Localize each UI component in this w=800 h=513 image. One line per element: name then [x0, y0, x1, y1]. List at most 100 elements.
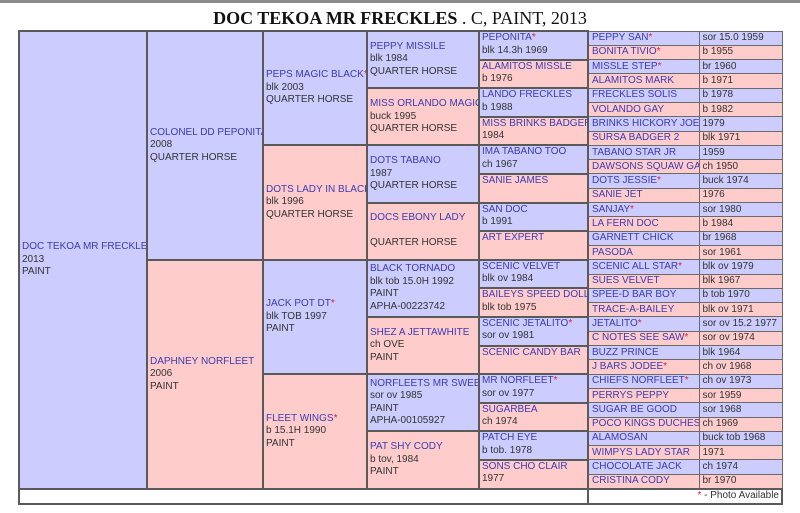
- horse-name-link[interactable]: J BARS JODEE: [592, 360, 664, 372]
- horse-name-link[interactable]: PASODA: [592, 246, 633, 258]
- photo-available-icon: *: [684, 375, 689, 387]
- horse-name-link[interactable]: CHIEFS NORFLEET: [592, 375, 685, 387]
- horse-name-link[interactable]: PEPPY MISSILE: [370, 40, 446, 52]
- horse-cell-gen6: BRINKS HICKORY JOE: [587, 116, 700, 132]
- horse-cell-gen6: SUES VELVET: [587, 273, 700, 289]
- horse-name-link[interactable]: COLONEL DD PEPONITA: [150, 126, 263, 138]
- horse-name-link[interactable]: SURSA BADGER 2: [592, 132, 680, 144]
- horse-name-link[interactable]: SPEE-D BAR BOY: [592, 289, 677, 301]
- horse-detail: blk tob 1975: [482, 301, 537, 313]
- horse-name-link[interactable]: BAILEYS SPEED DOLL: [482, 289, 588, 301]
- horse-name-link[interactable]: FRECKLES SOLIS: [592, 89, 678, 101]
- pedigree-row: ALAMITOS MISSLE b 1976 MISSLE STEP* br 1960: [19, 58, 783, 90]
- horse-detail: blk tob 15.0H 1992: [370, 275, 454, 287]
- horse-name-link[interactable]: NORFLEETS MR SWEET: [370, 377, 479, 389]
- horse-name-link[interactable]: DOTS LADY IN BLACK: [266, 183, 367, 195]
- horse-name-link[interactable]: PEPPY SAN: [592, 32, 649, 44]
- horse-name-link[interactable]: VOLANDO GAY: [592, 103, 665, 115]
- pedigree-row: SANIE JET 1976: [19, 187, 783, 204]
- horse-name-link[interactable]: ALAMOSAN: [592, 432, 648, 444]
- horse-cell-gen5: SCENIC JETALITO* sor ov 1981: [478, 315, 589, 347]
- horse-name-link[interactable]: BRINKS HICKORY JOE: [592, 117, 699, 129]
- photo-available-icon: *: [656, 46, 661, 58]
- horse-name-link[interactable]: ART EXPERT: [482, 232, 545, 244]
- horse-name-link[interactable]: PATCH EYE: [482, 432, 538, 444]
- horse-name-link[interactable]: SAN DOC: [482, 203, 528, 215]
- horse-name-link[interactable]: GARNETT CHICK: [592, 232, 674, 244]
- pedigree-row: SUGARBEA ch 1974 SUGAR BE GOOD sor 1968: [19, 401, 783, 433]
- horse-name-link[interactable]: TABANO STAR JR: [592, 146, 677, 158]
- horse-info-gen6: sor 1980: [698, 202, 783, 218]
- horse-name-link[interactable]: JETALITO: [592, 318, 638, 330]
- horse-cell-gen4: MISS ORLANDO MAGIC buck 1995 QUARTER HORSE: [366, 87, 480, 147]
- horse-name-link[interactable]: LANDO FRECKLES: [482, 89, 573, 101]
- horse-detail: PAINT: [266, 437, 295, 449]
- horse-name-link[interactable]: SANJAY: [592, 203, 631, 215]
- horse-name-link[interactable]: SUGARBEA: [482, 403, 538, 415]
- pedigree-row: MISS ORLANDO MAGIC buck 1995 QUARTER HORSE…: [19, 87, 783, 147]
- horse-name-link[interactable]: ALAMITOS MISSLE: [482, 60, 572, 72]
- horse-name-link[interactable]: DOTS JESSIE: [592, 175, 658, 187]
- horse-name-link[interactable]: MISS BRINKS BADGER: [482, 117, 588, 129]
- horse-name-link[interactable]: TRACE-A-BAILEY: [592, 303, 675, 315]
- horse-name-link[interactable]: SCENIC VELVET: [482, 260, 561, 272]
- horse-name-link[interactable]: CRISTINA CODY: [592, 475, 670, 487]
- horse-info-gen6: b 1955: [698, 44, 783, 61]
- horse-name-link[interactable]: SCENIC JETALITO: [482, 317, 569, 329]
- horse-detail: 1987: [370, 167, 393, 179]
- horse-name-link[interactable]: JACK POT DT: [266, 298, 331, 310]
- horse-name-link[interactable]: WIMPYS LADY STAR: [592, 446, 690, 458]
- horse-info-gen6: br 1970: [698, 473, 783, 490]
- horse-info-gen6: ch ov 1973: [698, 373, 783, 389]
- horse-name-link[interactable]: SANIE JAMES: [482, 174, 549, 186]
- horse-name-link[interactable]: PEPS MAGIC BLACK: [266, 69, 364, 81]
- horse-name-link[interactable]: DOC TEKOA MR FRECKLES: [22, 241, 147, 253]
- horse-detail: b 1976: [482, 73, 513, 85]
- horse-detail: 2006: [150, 368, 173, 380]
- horse-name-link[interactable]: SCENIC ALL STAR: [592, 260, 679, 272]
- horse-cell-gen5: PEPONITA* blk 14.3h 1969: [478, 30, 589, 61]
- horse-info-gen6: buck tob 1968: [698, 430, 783, 447]
- horse-name-link[interactable]: SUES VELVET: [592, 275, 660, 287]
- horse-info-gen6: b 1978: [698, 87, 783, 103]
- horse-name-link[interactable]: BLACK TORNADO: [370, 263, 456, 275]
- horse-name-link[interactable]: PEPONITA: [482, 32, 532, 43]
- horse-name-link[interactable]: SANIE JET: [592, 189, 643, 201]
- horse-name-link[interactable]: DOTS TABANO: [370, 155, 441, 167]
- horse-name-link[interactable]: PERRYS PEPPY: [592, 389, 670, 401]
- horse-name-link[interactable]: BONITA TIVIO: [592, 46, 657, 58]
- horse-name-link[interactable]: ALAMITOS MARK: [592, 75, 675, 87]
- horse-cell-gen5: IMA TABANO TOO ch 1967: [478, 144, 589, 175]
- horse-name-link[interactable]: FLEET WINGS: [266, 412, 334, 424]
- horse-detail: b tov, 1984: [370, 453, 419, 465]
- horse-name-link[interactable]: DOCS EBONY LADY: [370, 212, 466, 224]
- horse-name-link[interactable]: CHOCOLATE JACK: [592, 461, 682, 473]
- horse-name-link[interactable]: MISSLE STEP: [592, 60, 658, 72]
- horse-info-gen6: sor 15.0 1959: [698, 30, 783, 46]
- horse-name-link[interactable]: DAWSONS SQUAW GAL: [592, 160, 699, 172]
- horse-name-link[interactable]: PAT SHY CODY: [370, 441, 443, 453]
- horse-detail: PAINT: [22, 266, 51, 278]
- horse-name-link[interactable]: BUZZ PRINCE: [592, 346, 659, 358]
- horse-name-link[interactable]: MISS ORLANDO MAGIC: [370, 98, 479, 110]
- horse-name-link[interactable]: SHEZ A JETTAWHITE: [370, 326, 470, 338]
- horse-name-link[interactable]: MR NORFLEET: [482, 375, 554, 387]
- horse-cell-gen6: VOLANDO GAY: [587, 101, 700, 118]
- horse-name-link[interactable]: DAPHNEY NORFLEET: [150, 355, 255, 367]
- horse-cell-gen6: BONITA TIVIO*: [587, 44, 700, 61]
- horse-info-gen6: blk ov 1979: [698, 259, 783, 275]
- horse-cell-gen6: SANJAY*: [587, 202, 700, 218]
- horse-name-link[interactable]: IMA TABANO TOO: [482, 146, 567, 158]
- horse-name-link[interactable]: LA FERN DOC: [592, 218, 659, 229]
- horse-name-link[interactable]: C NOTES SEE SAW: [592, 332, 685, 344]
- horse-name-link[interactable]: POCO KINGS DUCHESS: [592, 418, 699, 430]
- horse-cell-gen5: ART EXPERT: [478, 230, 589, 261]
- horse-detail: 1977: [482, 473, 505, 485]
- horse-name-link[interactable]: SONS CHO CLAIR: [482, 460, 568, 472]
- horse-name-link[interactable]: SCENIC CANDY BAR: [482, 346, 581, 358]
- photo-available-icon: *: [657, 60, 662, 72]
- horse-cell-gen4: PEPPY MISSILE blk 1984 QUARTER HORSE: [366, 29, 480, 90]
- photo-available-icon: *: [630, 203, 635, 215]
- horse-name-link[interactable]: SUGAR BE GOOD: [592, 403, 678, 415]
- horse-info-gen6: ch ov 1968: [698, 359, 783, 375]
